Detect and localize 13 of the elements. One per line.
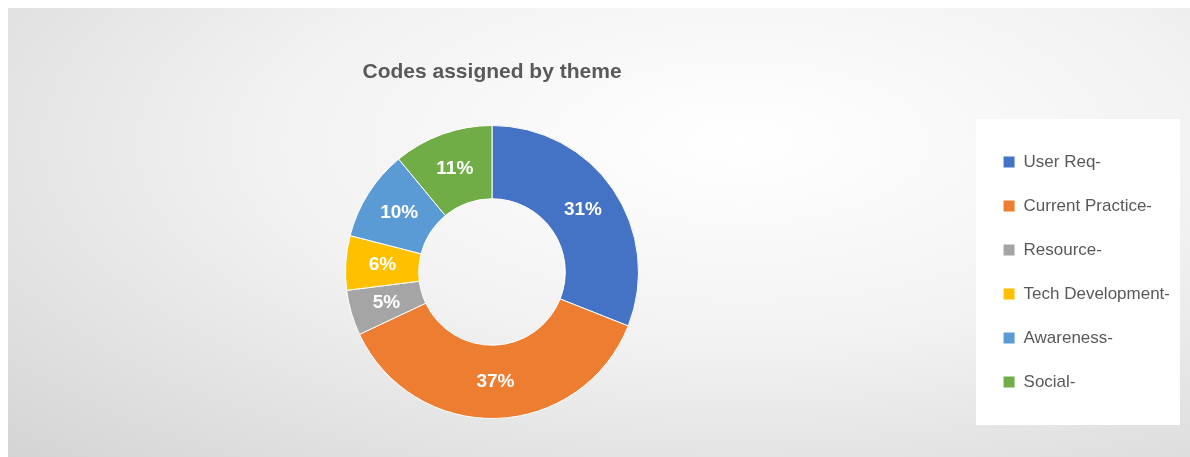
data-label: 5% bbox=[372, 290, 401, 312]
data-label: 31% bbox=[563, 198, 603, 220]
data-label: 11% bbox=[436, 156, 474, 178]
data-label: 37% bbox=[476, 370, 515, 392]
data-label: 10% bbox=[380, 201, 419, 223]
legend-label: Social- bbox=[1023, 371, 1076, 391]
chart-title: Codes assigned by theme bbox=[362, 58, 622, 82]
data-label: 6% bbox=[368, 253, 397, 275]
legend-label: Current Practice- bbox=[1023, 195, 1153, 215]
legend-label: Tech Development- bbox=[1023, 283, 1171, 303]
legend-label: User Req- bbox=[1023, 151, 1102, 171]
legend-label: Awareness- bbox=[1023, 327, 1113, 347]
legend-label: Resource- bbox=[1023, 239, 1102, 259]
